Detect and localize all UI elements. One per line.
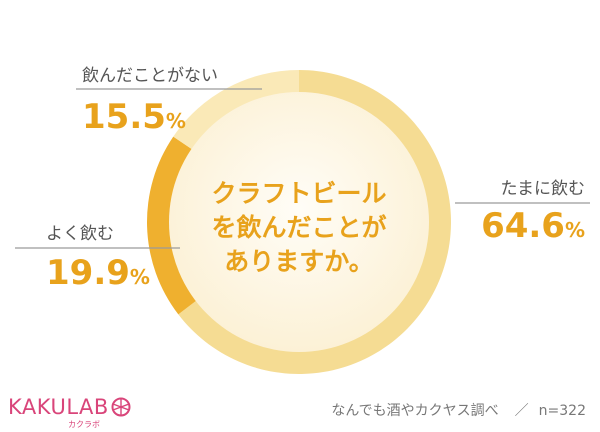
slice-value-number-never: 15.5 <box>82 97 166 137</box>
center-question-line-2: を飲んだことが <box>211 213 386 242</box>
slice-value-never: 15.5% <box>82 97 186 137</box>
slice-value-number-often: 19.9 <box>46 253 130 293</box>
slice-value-unit-occasionally: % <box>565 218 585 242</box>
slice-label-occasionally: たまに飲む <box>501 179 586 199</box>
slice-label-often: よく飲む <box>46 224 114 244</box>
slice-value-often: 19.9% <box>46 253 150 293</box>
kakulabo-logo[interactable]: KAKULAB カクラボ <box>8 395 132 429</box>
source-separator: ／ <box>514 403 529 419</box>
logo-subtitle: カクラボ <box>68 420 100 429</box>
slice-value-unit-never: % <box>166 109 186 133</box>
slice-value-number-occasionally: 64.6 <box>481 206 565 246</box>
slice-label-never: 飲んだことがない <box>82 66 218 86</box>
logo-wordmark: KAKULAB <box>8 395 109 419</box>
center-question-line-1: クラフトビール <box>211 179 386 208</box>
center-question: クラフトビール を飲んだことが ありますか。 <box>211 179 386 276</box>
slice-value-unit-often: % <box>130 265 150 289</box>
slice-value-occasionally: 64.6% <box>481 206 585 246</box>
sample-size: n=322 <box>538 403 586 419</box>
bottle-cap-icon <box>111 397 131 417</box>
source-note: なんでも酒やカクヤス調べ ／ n=322 <box>331 400 586 420</box>
source-text: なんでも酒やカクヤス調べ <box>331 403 499 419</box>
center-question-line-3: ありますか。 <box>224 247 374 276</box>
donut-center <box>169 92 429 352</box>
